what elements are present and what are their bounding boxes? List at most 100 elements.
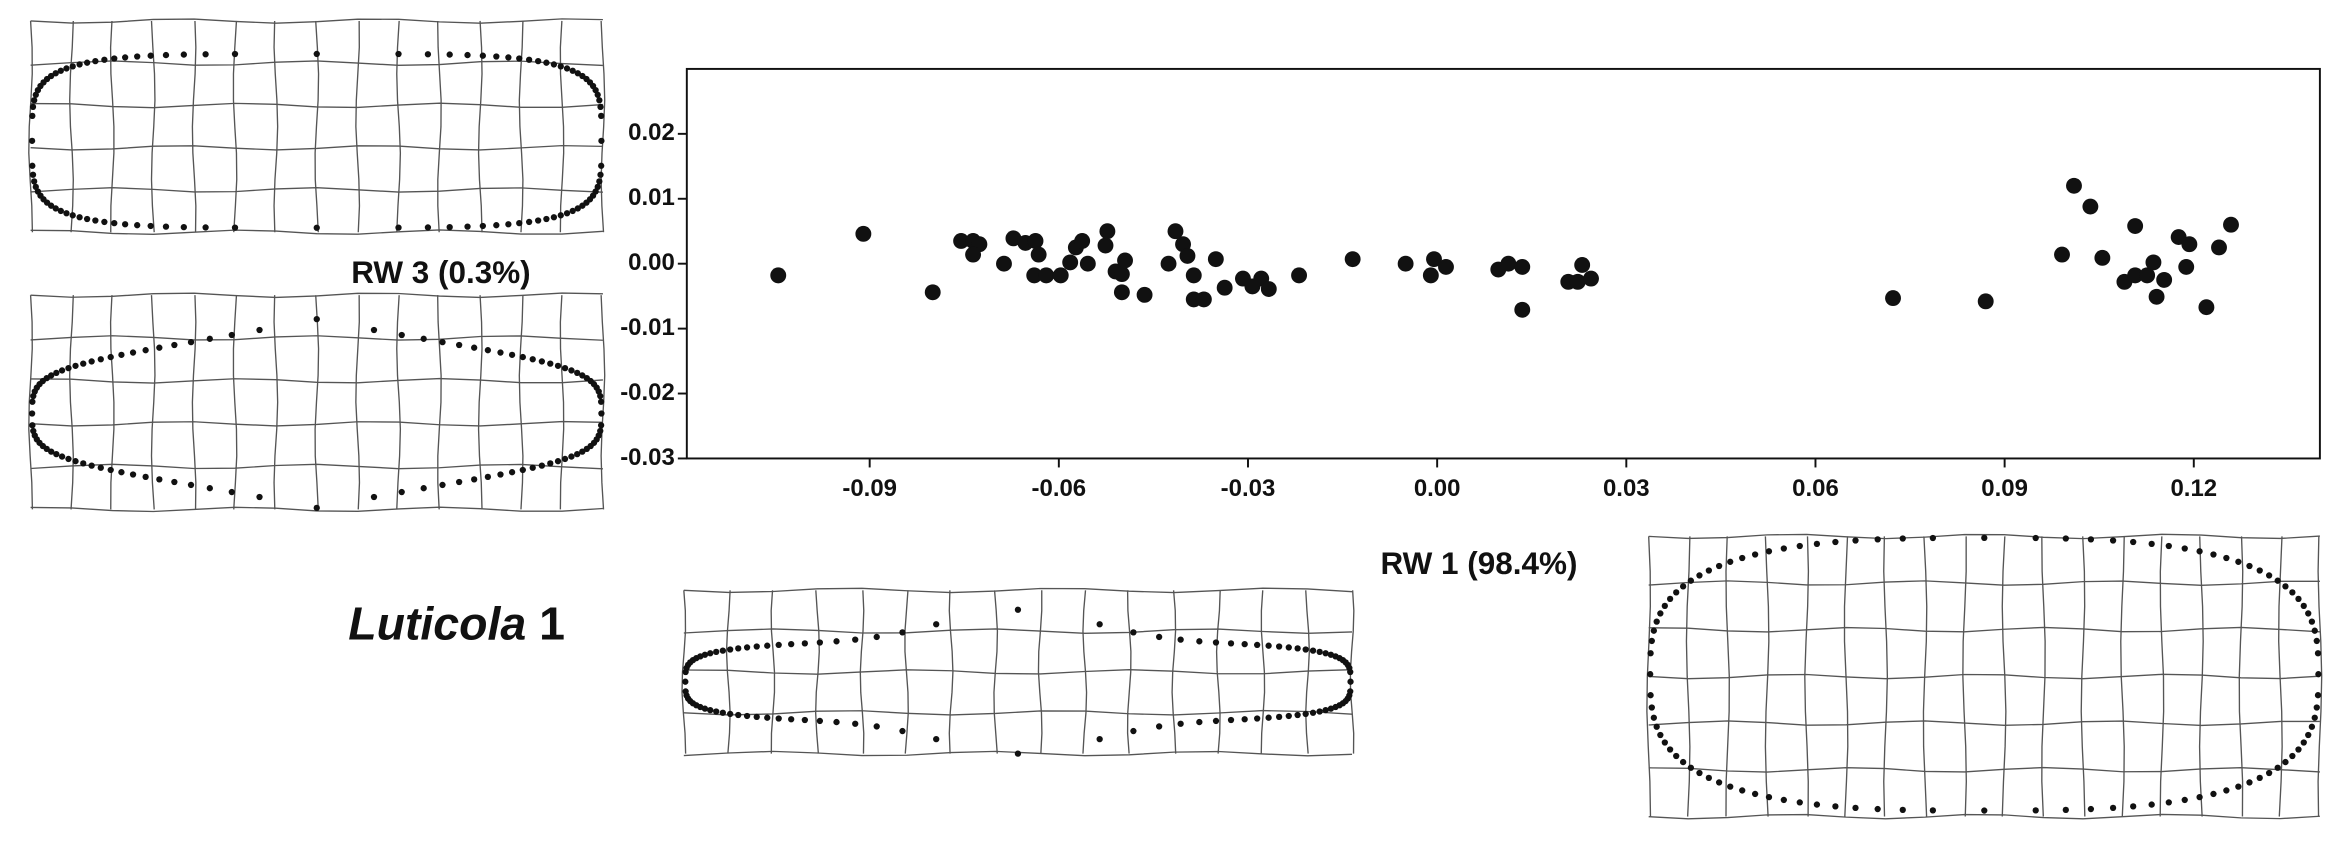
point	[2223, 216, 2239, 233]
outline-dot	[446, 223, 453, 231]
outline-dot	[80, 360, 87, 367]
grid-line	[314, 295, 320, 510]
point	[953, 233, 970, 249]
y-tick-label: 0.01	[628, 184, 675, 211]
outline-dot	[516, 220, 523, 227]
x-tick-label: 0.00	[1414, 475, 1461, 502]
outline-dot	[231, 224, 239, 231]
deformation-grids	[28, 18, 2323, 820]
outline-dot	[92, 217, 99, 224]
outline-dot	[32, 183, 39, 191]
point	[2145, 254, 2162, 271]
outline-dot	[574, 70, 581, 77]
outline-dot	[471, 476, 478, 483]
outline-dot	[579, 448, 586, 455]
y-tick-label: 0.00	[628, 249, 675, 276]
outline-dot	[2246, 562, 2253, 570]
grid-line	[2080, 536, 2086, 817]
outline-dot	[1254, 715, 1261, 722]
outline-dot	[370, 493, 378, 501]
outline-dot	[1899, 535, 1906, 542]
outline-dot	[1309, 709, 1317, 716]
outline-dot	[1650, 714, 1657, 721]
outline-dot	[398, 331, 405, 339]
grid-line	[559, 295, 565, 510]
outline-dot	[72, 458, 79, 465]
outline-dot	[147, 52, 154, 59]
outline-dot	[1813, 801, 1821, 808]
point	[1207, 251, 1224, 268]
outline-dot	[519, 466, 526, 474]
outline-dot	[563, 210, 571, 217]
outline-dot	[1929, 534, 1937, 542]
grid-line	[191, 20, 197, 233]
outline-dot	[1316, 708, 1323, 715]
outline-dot	[598, 162, 605, 169]
outline-dot	[568, 453, 575, 460]
outline-dot	[111, 220, 118, 227]
outline-dot	[1727, 558, 1734, 565]
outline-dot	[2109, 804, 2117, 812]
point	[1397, 255, 1414, 272]
outline-dot	[713, 648, 720, 656]
outline-dot	[28, 410, 36, 417]
outline-dot	[1302, 646, 1309, 653]
outline-dot	[206, 335, 213, 342]
outline-dot	[1661, 739, 1668, 746]
outline-dot	[775, 641, 782, 649]
outline-dot	[899, 629, 906, 636]
outline-dot	[707, 707, 714, 714]
grid-line	[681, 590, 687, 754]
outline-dot	[1715, 562, 1723, 570]
outline-dot	[538, 462, 546, 469]
outline-dot	[484, 473, 492, 480]
outline-dot	[753, 713, 760, 721]
outline-dot	[147, 222, 154, 230]
grid-line	[770, 590, 776, 754]
outline-dot	[1679, 583, 1687, 590]
grid-line	[1305, 590, 1311, 754]
outline-dot	[2196, 793, 2203, 801]
outline-dot	[2223, 787, 2230, 794]
point	[1113, 284, 1130, 301]
grid-line	[477, 20, 483, 233]
point	[1514, 258, 1531, 275]
outline-dot	[2165, 799, 2172, 806]
outline-dot	[597, 103, 604, 111]
outline-dot	[231, 50, 239, 58]
outline-dot	[455, 341, 463, 349]
outline-dot	[439, 338, 446, 346]
grid-line	[725, 590, 731, 754]
outline-dot	[65, 364, 72, 372]
outline-dot	[1657, 731, 1664, 739]
outline-dot	[1813, 540, 1821, 547]
grid-line	[30, 144, 603, 151]
outline-dot	[2308, 723, 2316, 730]
grid-line	[436, 20, 442, 233]
outline-dot	[505, 221, 512, 228]
outline-dot	[1212, 717, 1220, 725]
point	[1438, 258, 1454, 275]
outline-dot	[479, 222, 486, 230]
outline-dot	[743, 644, 751, 651]
outline-dot	[574, 451, 581, 458]
outline-dot	[1696, 769, 1703, 777]
outline-dot	[735, 711, 742, 719]
outline-dot	[202, 224, 209, 231]
point	[1977, 293, 1994, 310]
outline-dot	[764, 642, 771, 649]
outline-dot	[2130, 803, 2137, 810]
outline-dot	[69, 63, 76, 70]
outline-dot	[2087, 805, 2095, 813]
outline-dot	[47, 72, 55, 80]
grid-line	[30, 420, 603, 427]
outline-dot	[1739, 787, 1746, 794]
outline-dot	[2311, 714, 2318, 721]
outline-dot	[1327, 705, 1335, 712]
outline-dot	[111, 55, 118, 62]
outline-dot	[727, 646, 734, 653]
outline-dot	[83, 215, 91, 223]
point	[924, 284, 941, 301]
grid-line	[109, 295, 115, 510]
grid-line	[993, 590, 999, 754]
